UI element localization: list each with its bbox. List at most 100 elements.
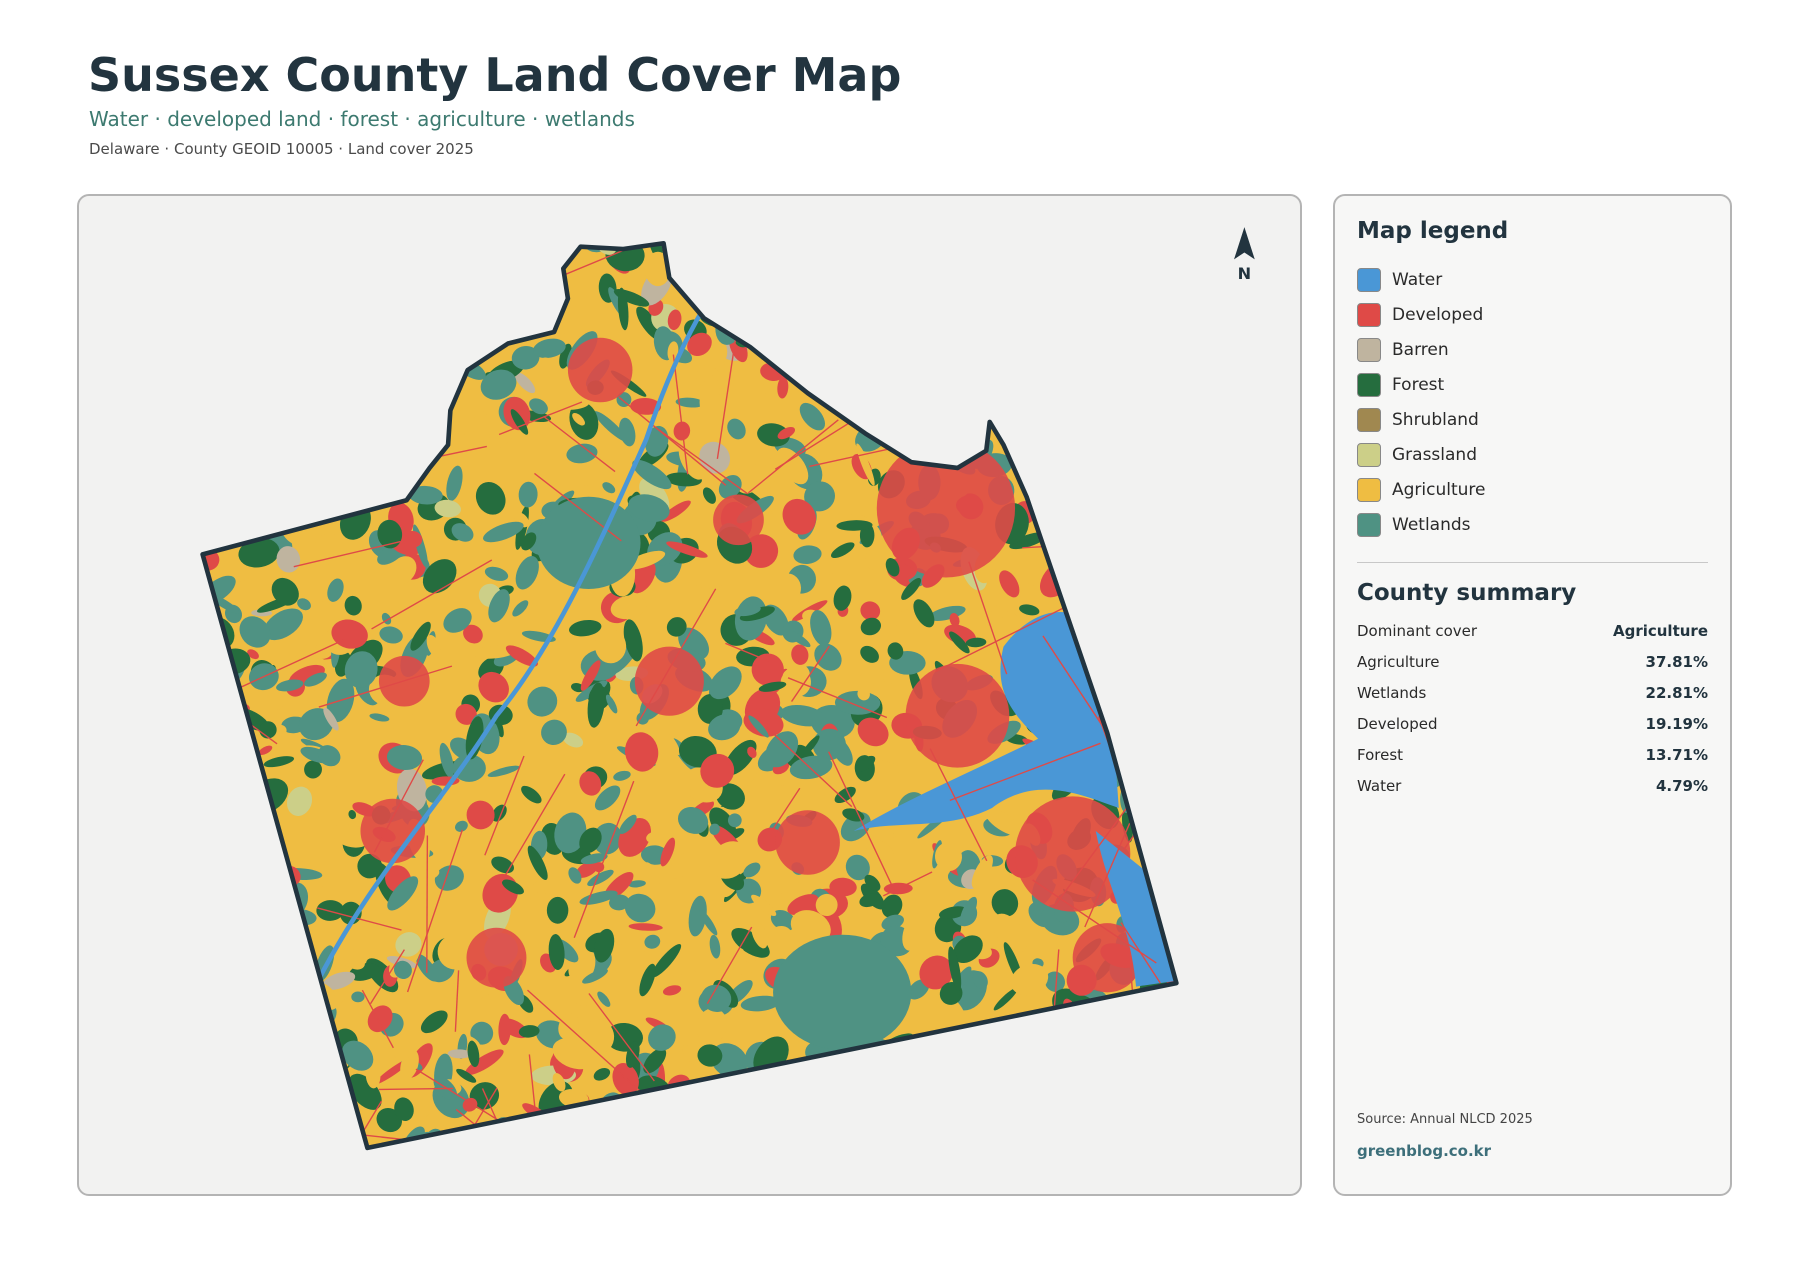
land-patch: [256, 486, 276, 513]
legend-swatch: [1357, 303, 1381, 327]
land-patch: [896, 609, 922, 635]
land-patch: [1100, 336, 1135, 369]
land-patch: [827, 1126, 857, 1148]
land-patch: [173, 1000, 202, 1036]
land-patch: [1169, 892, 1177, 913]
land-patch: [1036, 296, 1059, 312]
land-patch: [846, 310, 855, 325]
land-patch: [378, 319, 401, 338]
land-patch: [314, 370, 349, 397]
land-patch: [1060, 1066, 1079, 1091]
land-patch: [1148, 1048, 1166, 1072]
land-patch: [743, 708, 784, 737]
land-patch: [751, 920, 768, 949]
land-patch: [362, 893, 394, 925]
land-patch: [1099, 244, 1142, 258]
land-patch: [568, 867, 582, 884]
land-patch: [1148, 694, 1177, 725]
land-patch: [298, 708, 334, 741]
summary-row: Dominant cover Agriculture: [1357, 622, 1708, 640]
land-patch: [1044, 971, 1066, 992]
road: [369, 949, 405, 1005]
land-patch: [1123, 654, 1147, 680]
land-patch: [182, 992, 198, 1002]
land-patch: [887, 642, 904, 660]
land-patch: [544, 876, 562, 894]
land-patch: [890, 348, 913, 376]
land-patch: [913, 1063, 927, 1093]
land-patch: [496, 247, 515, 274]
land-patch: [708, 714, 741, 741]
land-patch: [494, 1101, 511, 1116]
summary-label: Water: [1357, 777, 1402, 795]
land-patch: [439, 742, 454, 778]
land-patch: [203, 357, 233, 391]
land-patch: [1145, 375, 1156, 397]
land-patch: [751, 1107, 769, 1130]
land-patch: [1051, 387, 1072, 428]
land-patch: [1038, 1120, 1047, 1133]
land-patch: [462, 1097, 478, 1112]
meta: Delaware · County GEOID 10005 · Land cov…: [89, 140, 474, 158]
land-patch: [1020, 1024, 1046, 1043]
land-patch: [953, 935, 983, 963]
land-patch: [992, 913, 1028, 953]
land-patch: [791, 644, 809, 665]
developed-area: [876, 439, 1016, 578]
land-patch: [701, 984, 732, 1012]
land-patch: [579, 890, 618, 905]
land-patch: [212, 311, 235, 342]
land-patch: [597, 991, 611, 1007]
land-patch: [275, 379, 303, 400]
land-patch: [293, 1006, 306, 1050]
land-patch: [1068, 351, 1084, 365]
land-patch: [999, 570, 1020, 598]
land-patch: [472, 645, 517, 659]
land-patch: [346, 274, 372, 310]
land-patch: [1051, 416, 1070, 450]
land-patch: [1165, 997, 1177, 1026]
land-patch: [624, 893, 656, 923]
legend-label: Agriculture: [1392, 480, 1486, 500]
land-patch: [323, 274, 350, 310]
road: [635, 588, 717, 727]
land-patch: [1140, 756, 1153, 786]
land-patch: [552, 1037, 598, 1070]
land-patch: [1111, 1031, 1138, 1059]
land-patch: [396, 768, 428, 812]
land-patch: [758, 681, 787, 692]
land-patch: [498, 1013, 511, 1046]
land-patch: [420, 1010, 448, 1034]
land-patch: [1175, 787, 1177, 817]
land-patch: [527, 845, 548, 881]
land-patch: [218, 935, 248, 968]
road: [725, 642, 770, 662]
land-patch: [202, 908, 230, 936]
land-patch: [691, 1084, 722, 1118]
land-patch: [1148, 768, 1177, 800]
land-patch: [1162, 868, 1177, 895]
land-patch: [994, 243, 1016, 276]
land-patch: [971, 855, 993, 889]
land-patch: [1164, 852, 1177, 872]
land-patch: [1127, 752, 1153, 783]
road: [1198, 466, 1255, 482]
land-patch: [504, 274, 549, 295]
road: [202, 1114, 225, 1130]
land-patch: [934, 842, 962, 872]
land-patch: [465, 1049, 504, 1076]
land-patch: [202, 1133, 230, 1148]
land-patch: [582, 968, 608, 984]
land-patch: [341, 417, 357, 432]
land-patch: [814, 643, 842, 671]
road: [378, 1087, 454, 1091]
legend-item: Shrubland: [1357, 407, 1479, 433]
land-patch: [882, 667, 894, 685]
land-patch: [730, 1077, 760, 1097]
land-patch: [372, 293, 386, 319]
land-patch: [1090, 1134, 1118, 1148]
land-patch: [1048, 458, 1083, 472]
land-patch: [1104, 561, 1139, 583]
summary-label: Dominant cover: [1357, 622, 1478, 640]
land-patch: [988, 1125, 1016, 1140]
